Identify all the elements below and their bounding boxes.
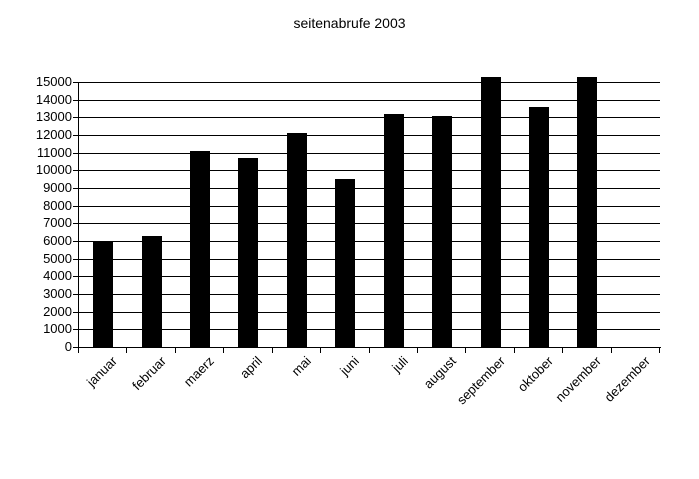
gridline-9000 [79, 188, 660, 189]
x-axis-label-august: august [420, 353, 459, 392]
gridline-14000 [79, 99, 660, 101]
bar-juni [335, 179, 355, 347]
gridline-8000 [79, 205, 660, 207]
gridline-6000 [79, 241, 660, 242]
y-axis-tick-4000 [73, 276, 78, 278]
y-axis-label-3000: 3000 [43, 286, 72, 301]
gridline-3000 [79, 294, 660, 295]
bar-august [432, 115, 452, 347]
y-axis-tick-5000 [73, 258, 78, 260]
x-axis-tick-5 [320, 348, 321, 353]
x-axis-tick-3 [223, 348, 224, 353]
x-axis-label-juni: juni [336, 353, 362, 379]
x-axis-tick-0 [78, 348, 79, 353]
y-axis-label-1000: 1000 [43, 321, 72, 337]
y-axis-label-15000: 15000 [35, 74, 72, 89]
x-axis-tick-10 [562, 348, 563, 353]
y-axis-label-11000: 11000 [36, 144, 72, 160]
y-axis-tick-0 [73, 347, 78, 348]
y-axis-label-12000: 12000 [35, 127, 72, 142]
y-axis-label-13000: 13000 [35, 109, 72, 125]
y-axis-label-2000: 2000 [43, 303, 72, 319]
gridline-5000 [79, 258, 660, 260]
x-axis-label-april: april [236, 353, 265, 382]
gridline-12000 [79, 135, 660, 136]
x-axis-tick-11 [611, 348, 612, 353]
y-axis-label-8000: 8000 [43, 197, 72, 213]
y-axis-tick-7000 [73, 223, 78, 225]
gridline-2000 [79, 311, 660, 313]
bar-november [577, 76, 597, 347]
x-axis-label-januar: januar [83, 353, 120, 390]
x-axis-tick-6 [369, 348, 370, 353]
x-axis-tick-4 [272, 348, 273, 353]
plot-area [79, 76, 660, 347]
y-axis-tick-13000 [73, 117, 78, 119]
y-axis-tick-15000 [73, 82, 78, 83]
y-axis-label-14000: 14000 [35, 91, 72, 107]
y-axis-tick-11000 [73, 152, 78, 154]
bar-oktober [529, 106, 549, 347]
gridline-15000 [79, 82, 660, 83]
y-axis-tick-9000 [73, 188, 78, 189]
y-axis-label-6000: 6000 [43, 233, 72, 248]
y-axis-label-5000: 5000 [43, 250, 72, 266]
y-axis-tick-14000 [73, 99, 78, 101]
y-axis-tick-12000 [73, 135, 78, 136]
gridline-13000 [79, 117, 660, 119]
gridline-1000 [79, 329, 660, 331]
x-axis-label-november: november [552, 353, 604, 405]
x-axis-label-maerz: maerz [180, 353, 217, 390]
y-axis-label-0: 0 [64, 339, 72, 354]
bar-september [481, 76, 501, 347]
gridline-11000 [79, 152, 660, 154]
x-axis-tick-9 [514, 348, 515, 353]
bar-mai [287, 133, 307, 347]
x-axis-tick-7 [417, 348, 418, 353]
chart-title: seitenabrufe 2003 [293, 15, 406, 31]
gridline-7000 [79, 223, 660, 225]
y-axis-tick-10000 [73, 170, 78, 172]
y-axis-tick-2000 [73, 311, 78, 313]
x-axis-tick-8 [465, 348, 466, 353]
y-axis-label-10000: 10000 [35, 162, 72, 178]
bar-januar [93, 241, 113, 347]
y-axis-label-7000: 7000 [43, 215, 72, 231]
x-axis-line [78, 347, 661, 348]
bar-april [238, 157, 258, 347]
y-axis-tick-1000 [73, 329, 78, 331]
bar-februar [142, 235, 162, 347]
y-axis-line [78, 82, 79, 348]
bar-juli [384, 113, 404, 347]
x-axis-label-oktober: oktober [514, 353, 556, 395]
gridline-10000 [79, 170, 660, 172]
y-axis-tick-3000 [73, 294, 78, 295]
x-axis-tick-2 [175, 348, 176, 353]
y-axis-tick-6000 [73, 241, 78, 242]
bar-maerz [190, 150, 210, 347]
y-axis-label-9000: 9000 [43, 180, 72, 195]
x-axis-tick-1 [126, 348, 127, 353]
x-axis-tick-12 [659, 348, 660, 353]
y-axis-label-4000: 4000 [43, 268, 72, 284]
y-axis-tick-8000 [73, 205, 78, 207]
gridline-4000 [79, 276, 660, 278]
